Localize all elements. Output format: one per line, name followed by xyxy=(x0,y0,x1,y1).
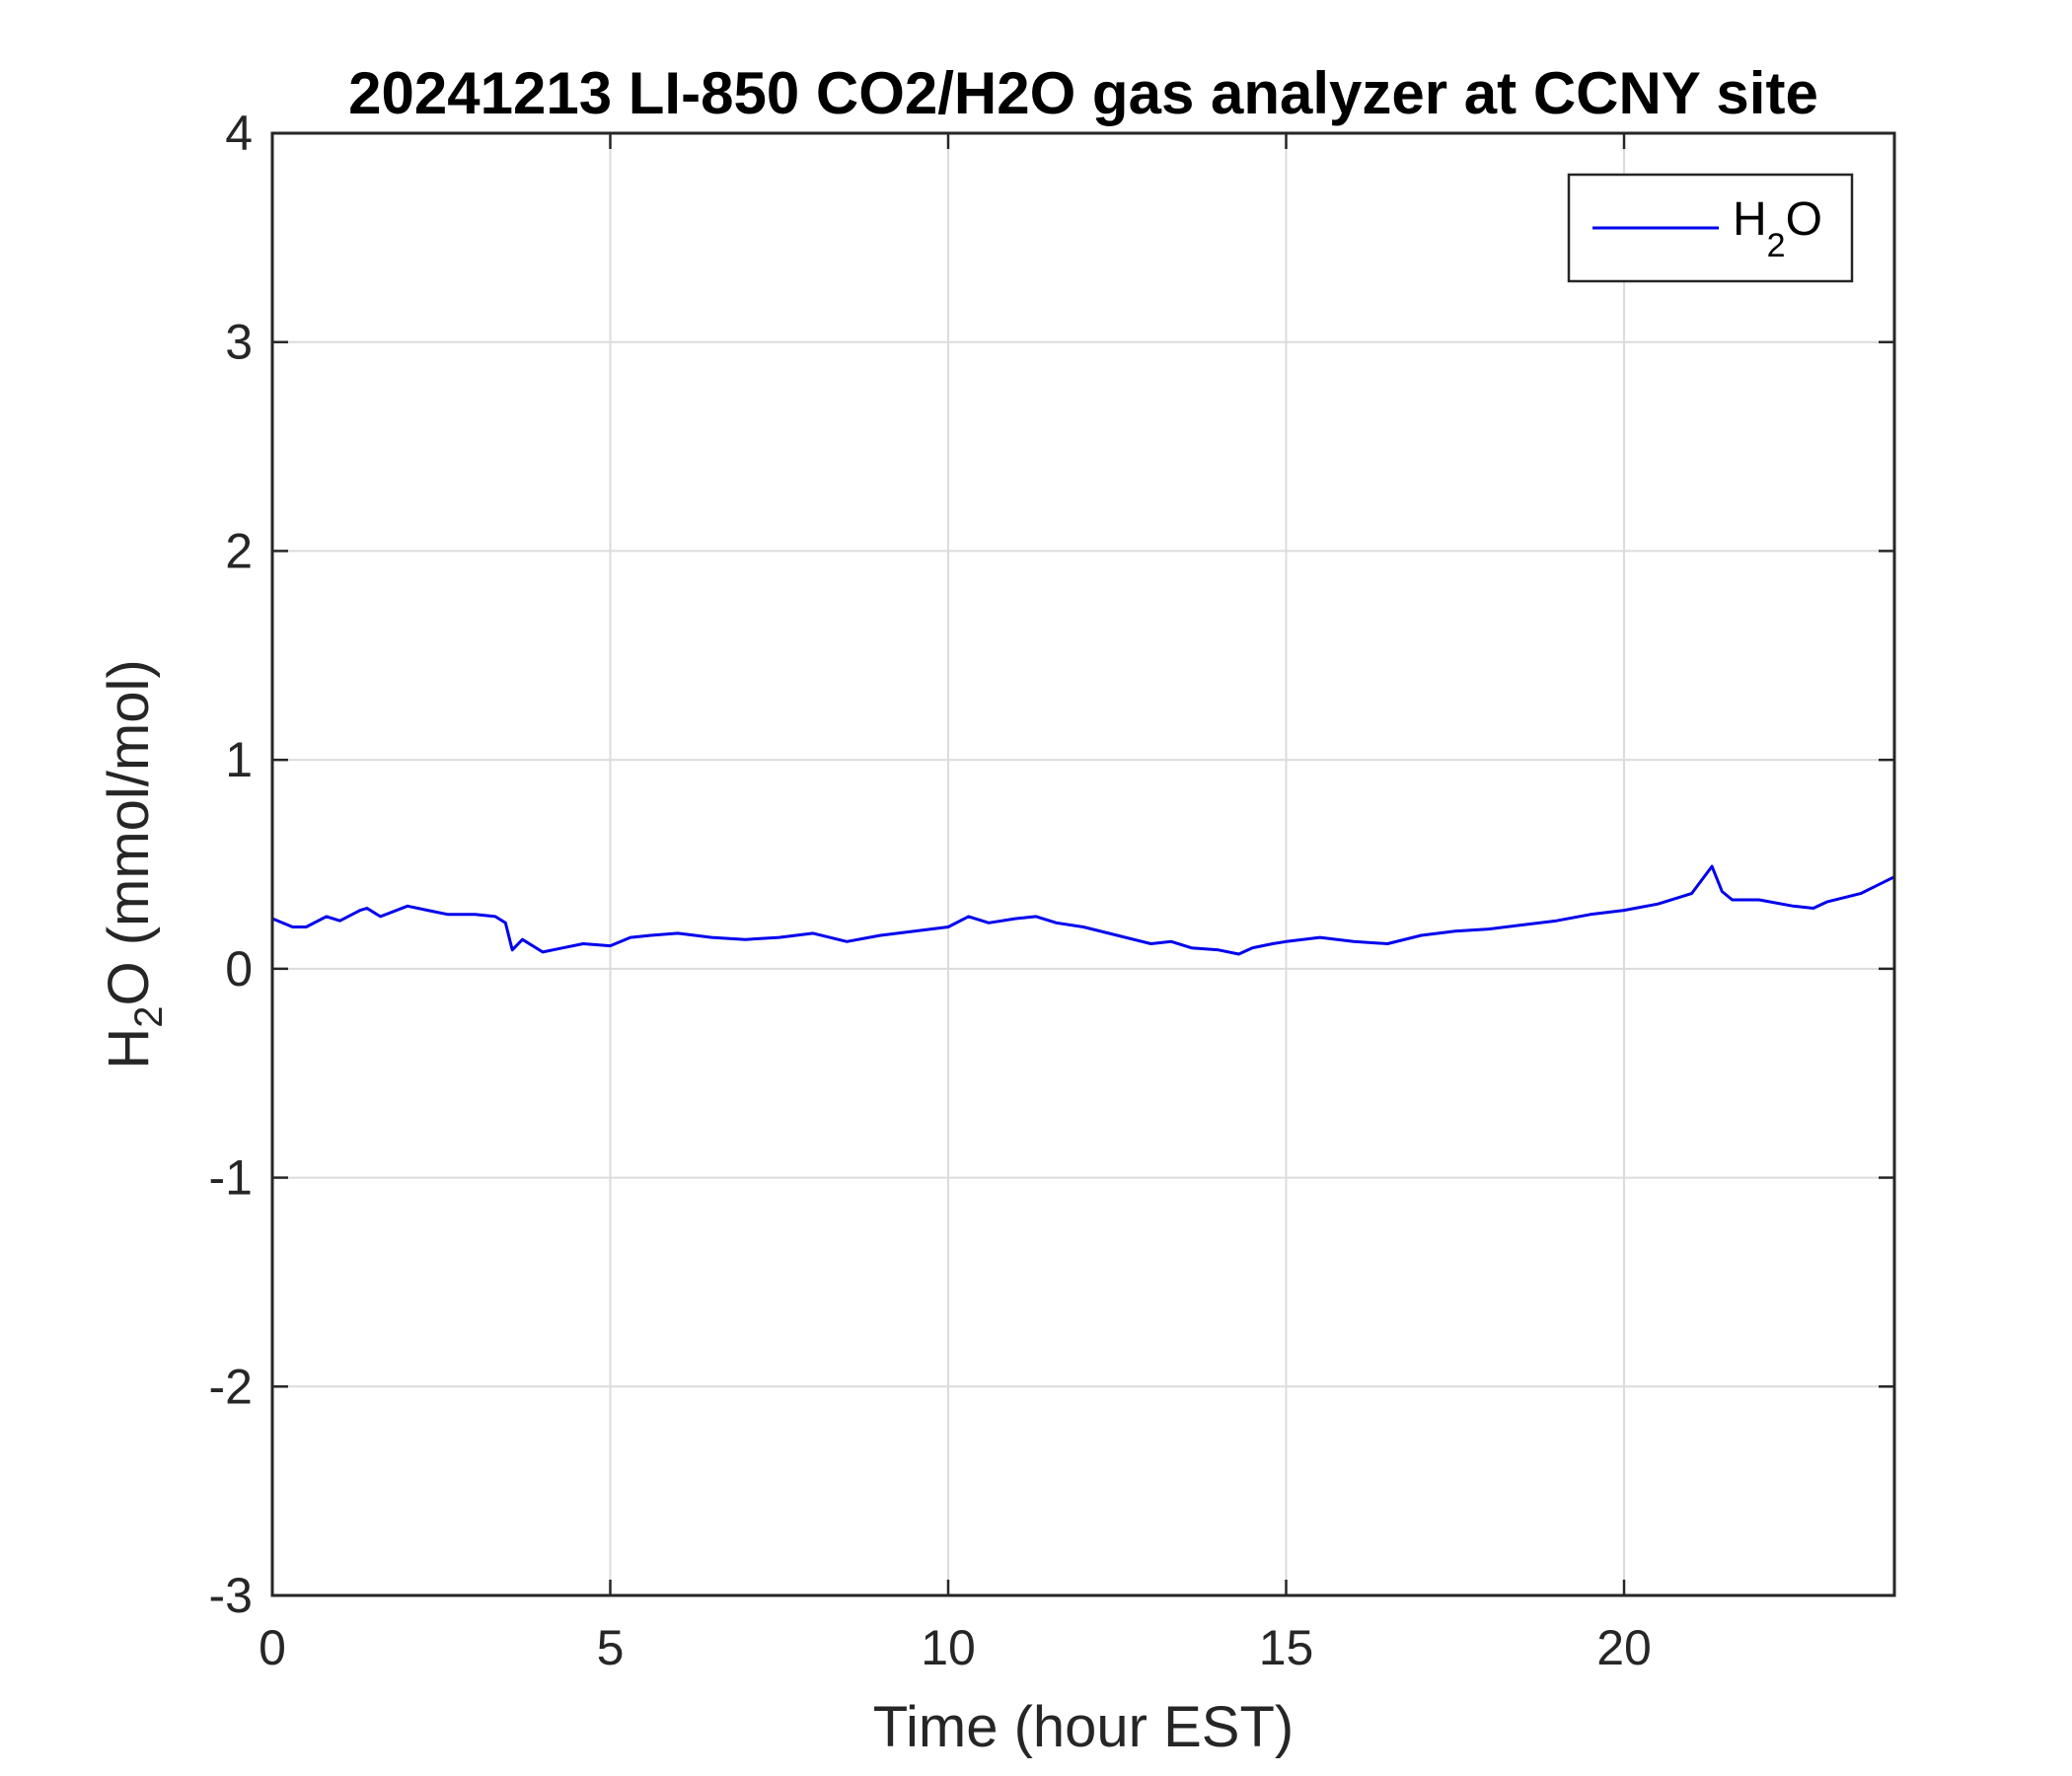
x-tick-label: 0 xyxy=(259,1620,286,1675)
y-tick-label: -2 xyxy=(209,1359,253,1414)
y-axis-label-rest: O (mmol/mol) xyxy=(97,659,161,1005)
x-tick-label: 15 xyxy=(1259,1620,1314,1675)
plot-area xyxy=(272,133,1894,1595)
legend-label-main: H xyxy=(1733,193,1767,246)
x-tick-label: 20 xyxy=(1596,1620,1652,1675)
x-axis-label: Time (hour EST) xyxy=(873,1695,1294,1759)
x-tick-label: 5 xyxy=(597,1620,625,1675)
y-axis-label: H2O (mmol/mol) xyxy=(97,659,171,1069)
legend-label: H2O xyxy=(1733,193,1822,264)
legend: H2O xyxy=(1567,173,1854,283)
y-tick-label: 2 xyxy=(225,523,253,578)
y-tick-labels: -3 -2 -1 0 1 2 3 4 xyxy=(209,106,253,1623)
y-axis-label-main: H xyxy=(97,1028,161,1070)
grid-lines xyxy=(272,133,1894,1595)
y-tick-label: 4 xyxy=(225,106,253,161)
x-tick-label: 10 xyxy=(921,1620,976,1675)
y-tick-label: 3 xyxy=(225,315,253,370)
y-tick-label: 1 xyxy=(225,732,253,787)
y-tick-label: -3 xyxy=(209,1568,253,1623)
y-tick-label: 0 xyxy=(225,941,253,997)
series-layer xyxy=(271,864,1895,956)
y-axis-label-subscript: 2 xyxy=(127,1006,171,1028)
chart-title: 20241213 LI-850 CO2/H2O gas analyzer at … xyxy=(348,60,1818,126)
x-tick-labels: 0 5 10 15 20 xyxy=(259,1620,1652,1675)
y-tick-label: -1 xyxy=(209,1150,253,1206)
legend-label-rest: O xyxy=(1786,193,1822,246)
legend-label-subscript: 2 xyxy=(1767,227,1786,264)
h2o-series-line xyxy=(271,864,1895,956)
plot-frame xyxy=(270,131,1896,1597)
